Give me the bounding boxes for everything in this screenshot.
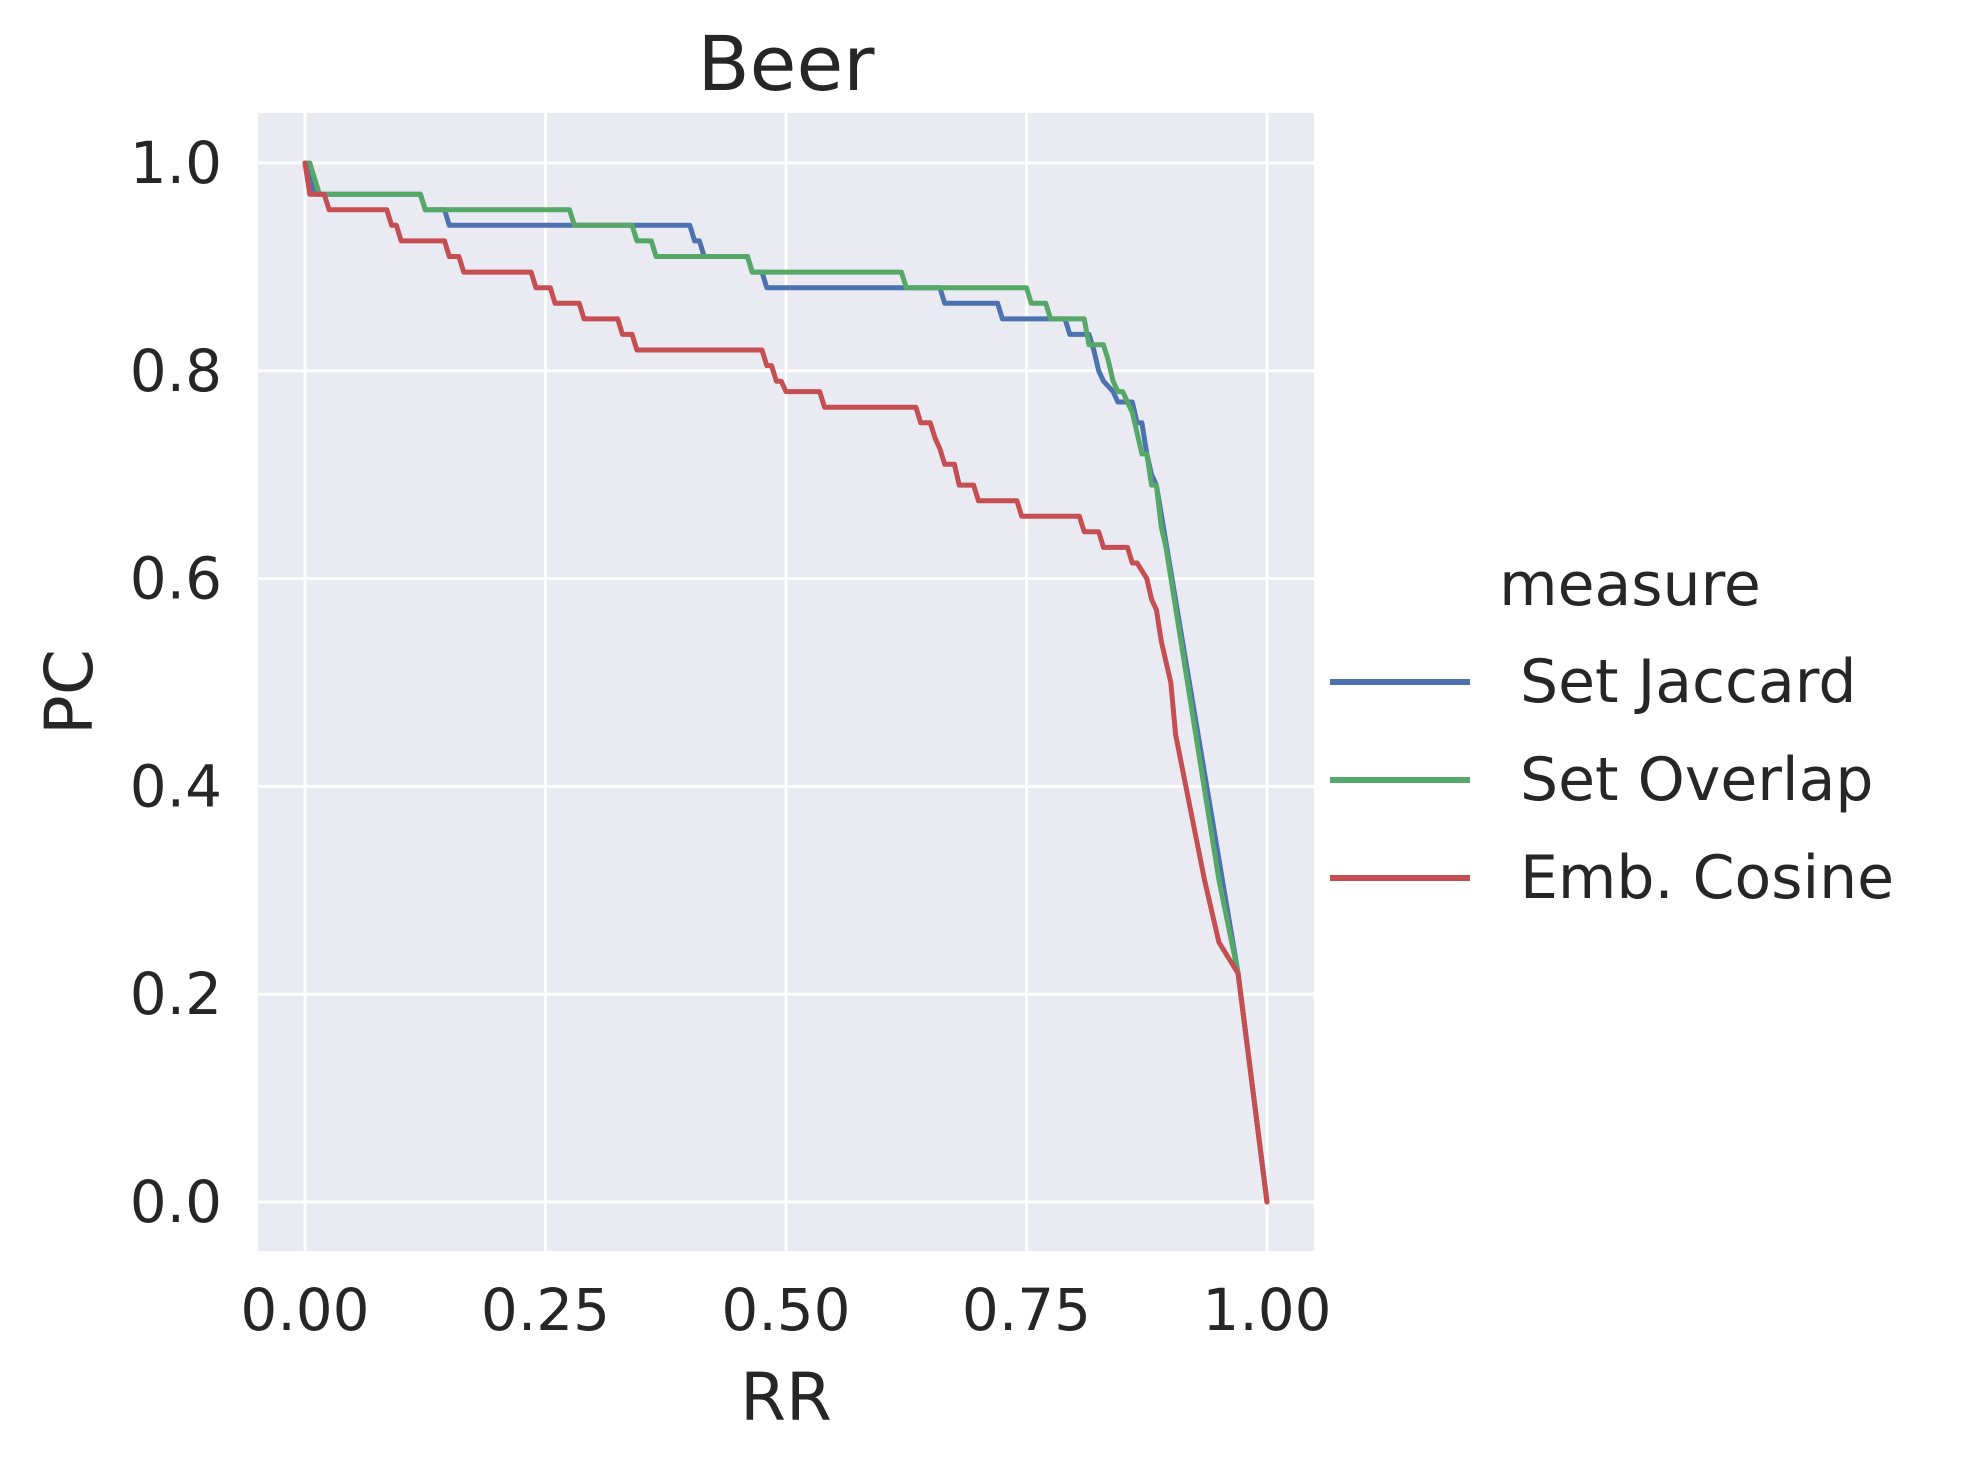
series-line-emb-cosine	[302, 160, 1270, 1205]
legend-label: Emb. Cosine	[1520, 843, 1894, 913]
y-tick-label: 0.8	[130, 337, 222, 405]
y-tick-label: 0.4	[130, 752, 222, 820]
y-tick-label: 0.0	[130, 1168, 222, 1236]
legend-item-emb-cosine: Emb. Cosine	[1330, 843, 1894, 913]
legend: measure Set Jaccard Set Overlap Emb. Cosin…	[1330, 550, 1894, 913]
y-tick-labels: 0.0 0.2 0.4 0.6 0.8 1.0	[130, 129, 222, 1236]
legend-label: Set Overlap	[1520, 745, 1873, 815]
legend-items: Set Jaccard Set Overlap Emb. Cosine	[1330, 647, 1894, 913]
series-line-set-overlap	[302, 160, 1270, 1205]
x-tick-label: 0.00	[240, 1276, 369, 1344]
x-axis-label: RR	[740, 1359, 832, 1436]
x-tick-labels: 0.00 0.25 0.50 0.75 1.00	[240, 1276, 1331, 1344]
x-gridlines	[303, 113, 1269, 1251]
legend-title: measure	[1499, 550, 1761, 620]
series-lines	[302, 160, 1270, 1205]
y-tick-label: 0.2	[130, 960, 222, 1028]
x-tick-label: 1.00	[1202, 1276, 1331, 1344]
series-line-set-jaccard	[302, 160, 1270, 1205]
y-tick-label: 1.0	[130, 129, 222, 197]
y-tick-label: 0.6	[130, 545, 222, 613]
legend-label: Set Jaccard	[1520, 647, 1857, 717]
chart-title: Beer	[698, 19, 876, 108]
y-axis-label: PC	[31, 649, 108, 735]
x-tick-label: 0.25	[481, 1276, 610, 1344]
x-tick-label: 0.50	[721, 1276, 850, 1344]
y-gridlines	[258, 161, 1314, 1204]
legend-item-set-jaccard: Set Jaccard	[1330, 647, 1857, 717]
x-tick-label: 0.75	[962, 1276, 1091, 1344]
legend-item-set-overlap: Set Overlap	[1330, 745, 1873, 815]
